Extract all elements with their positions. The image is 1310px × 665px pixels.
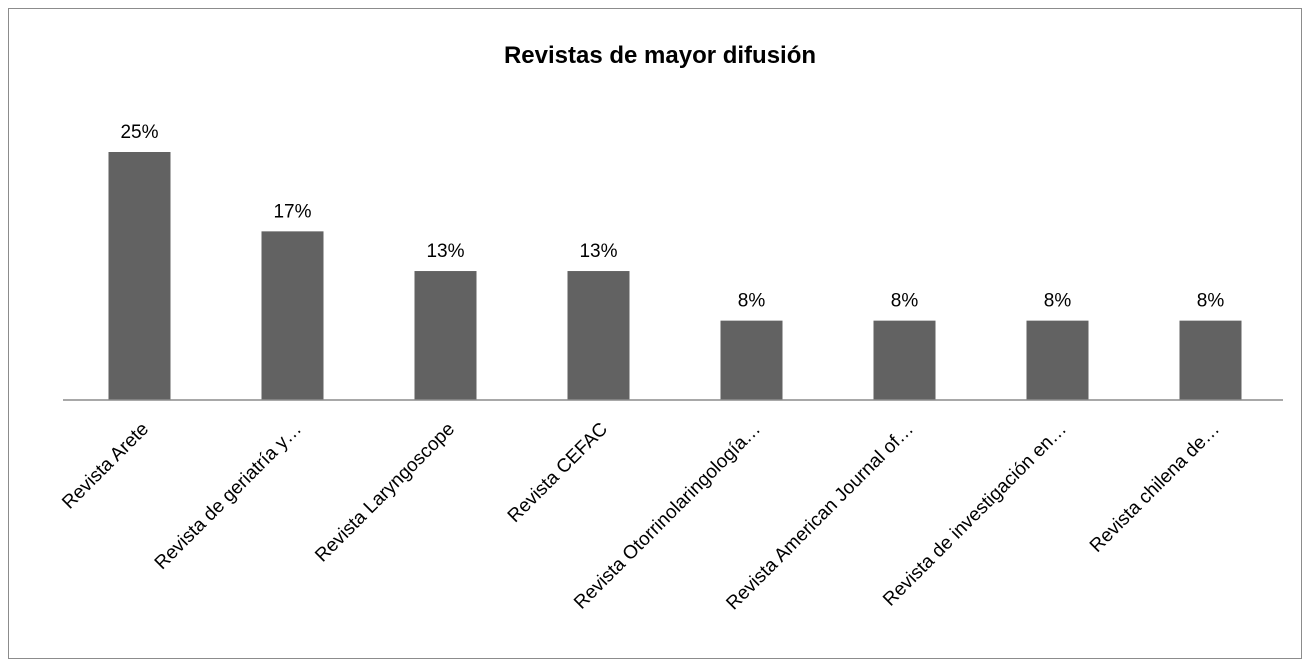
bar	[1179, 320, 1242, 400]
bar-value-label: 8%	[738, 291, 766, 312]
category-tick-label: Revista Arete	[58, 419, 153, 514]
bar-value-label: 25%	[120, 122, 158, 143]
category-tick-label: Revista CEFAC	[504, 419, 612, 527]
value-labels-group: 25% 17% 13% 13% 8% 8% 8% 8%	[120, 122, 1224, 312]
category-tick-label: Revista Laryngoscope	[311, 419, 459, 567]
bar	[108, 152, 171, 400]
bar-value-label: 8%	[1197, 291, 1225, 312]
bar-value-label: 8%	[891, 291, 919, 312]
bar-value-label: 8%	[1044, 291, 1072, 312]
category-tick-label: Revista de geriatría y…	[151, 419, 306, 574]
bar	[414, 271, 477, 400]
chart-container: Revistas de mayor difusión 25% 17% 13% 13% 8…	[8, 8, 1302, 659]
bar-value-label: 13%	[579, 241, 617, 262]
bar-value-label: 17%	[273, 201, 311, 222]
bar	[261, 231, 324, 400]
bar-value-label: 13%	[426, 241, 464, 262]
bar	[567, 271, 630, 400]
category-tick-label: Revista Otorrinolaringología…	[570, 419, 765, 614]
category-tick-label: Revista de investigación en…	[879, 419, 1071, 611]
bar	[1026, 320, 1089, 400]
bar	[720, 320, 783, 400]
category-tick-label: Revista chilena de…	[1086, 419, 1224, 557]
chart-title: Revistas de mayor difusión	[504, 42, 816, 69]
bar	[873, 320, 936, 400]
bar-chart: Revistas de mayor difusión 25% 17% 13% 13% 8…	[58, 42, 1283, 615]
bars-group	[108, 152, 1242, 400]
